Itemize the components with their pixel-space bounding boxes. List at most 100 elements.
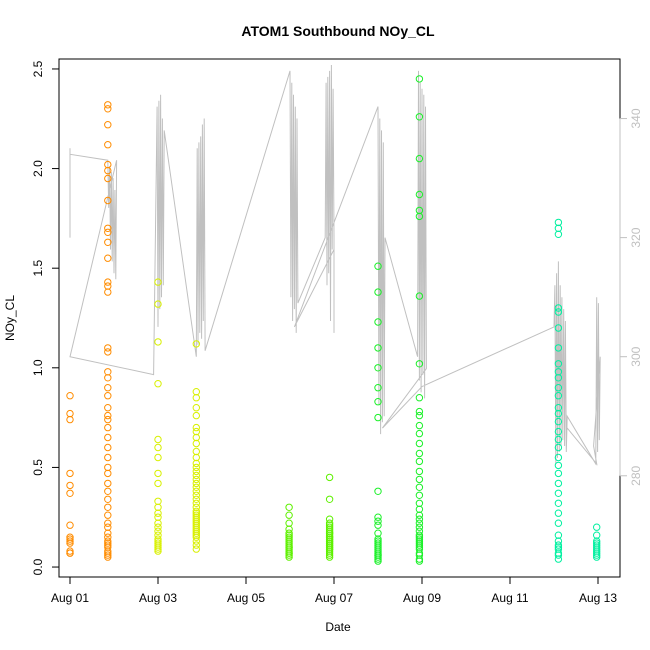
- data-point-s0: [104, 384, 112, 392]
- data-point-s1: [154, 509, 162, 517]
- data-point-s0: [104, 415, 112, 424]
- data-point-s1: [154, 513, 162, 521]
- data-point-s0: [104, 282, 112, 290]
- x-tick-label: Aug 11: [491, 591, 528, 605]
- data-point-s2: [325, 531, 334, 539]
- data-point-s1: [192, 531, 201, 539]
- data-point-s0: [104, 551, 112, 559]
- data-point-s2: [325, 549, 334, 557]
- data-point-s0: [104, 519, 112, 527]
- data-point-s0: [104, 404, 112, 412]
- data-point-s3: [374, 529, 382, 537]
- data-point-s1: [192, 423, 201, 432]
- data-point-s4: [554, 384, 563, 392]
- data-point-s2: [285, 549, 293, 557]
- x-tick-label: Aug 09: [403, 591, 441, 605]
- data-point-s0: [104, 166, 112, 175]
- data-point-s0: [66, 481, 74, 490]
- data-point-s0: [66, 539, 74, 547]
- data-point-s3: [415, 467, 424, 476]
- data-point-s3: [415, 541, 424, 549]
- data-point-s0: [104, 453, 112, 462]
- data-point-s0: [104, 278, 112, 286]
- data-point-s1: [192, 495, 201, 503]
- data-point-s3: [374, 557, 382, 565]
- data-point-s0: [66, 392, 74, 400]
- data-point-s0: [104, 141, 112, 149]
- y-tick-label: 1.5: [31, 260, 45, 277]
- data-point-s0: [104, 288, 112, 296]
- data-point-s4: [554, 324, 563, 332]
- data-point-s2: [285, 533, 293, 541]
- data-point-s3: [415, 475, 424, 484]
- data-point-s4: [554, 499, 563, 507]
- data-point-s1: [154, 543, 162, 551]
- data-point-s4: [554, 469, 563, 478]
- chart-title: ATOM1 Southbound NOy_CL: [241, 23, 435, 39]
- data-point-s1: [154, 523, 162, 531]
- secondary-series-line: [69, 64, 601, 466]
- right-tick-label: 320: [629, 227, 643, 247]
- data-point-s1: [154, 278, 162, 286]
- data-point-s0: [104, 196, 112, 205]
- data-point-s1: [154, 519, 162, 527]
- data-point-s4: [554, 435, 563, 444]
- data-point-s0: [104, 433, 112, 442]
- data-point-s4: [554, 427, 563, 436]
- data-point-s4: [554, 443, 563, 452]
- data-point-s0: [104, 374, 112, 382]
- data-point-s4: [554, 489, 563, 497]
- data-point-s3: [374, 553, 382, 561]
- data-point-s0: [104, 174, 112, 183]
- secondary-series-layer: [69, 64, 601, 466]
- data-point-s4: [554, 519, 563, 527]
- data-point-s4: [554, 360, 563, 368]
- data-point-s4: [554, 461, 563, 470]
- data-point-s1: [154, 435, 162, 444]
- data-point-s0: [104, 368, 112, 376]
- data-point-s3: [415, 190, 424, 199]
- data-point-s0: [104, 392, 112, 400]
- data-point-s4: [554, 479, 563, 488]
- right-tick-label: 280: [629, 465, 643, 485]
- data-point-s3: [415, 483, 424, 491]
- data-point-s0: [104, 423, 112, 432]
- data-point-s0: [104, 549, 112, 557]
- data-point-s4: [593, 523, 601, 531]
- data-point-s1: [192, 475, 201, 484]
- y-tick-label: 1.0: [31, 359, 45, 376]
- x-tick-label: Aug 13: [579, 591, 617, 605]
- data-point-s0: [104, 228, 112, 237]
- data-point-s0: [104, 533, 112, 541]
- data-point-s3: [374, 364, 382, 372]
- data-point-s4: [554, 509, 563, 517]
- data-point-s1: [192, 487, 201, 495]
- data-point-s1: [192, 411, 201, 420]
- y-tick-label: 0.5: [31, 459, 45, 476]
- y-axis: 0.0 0.5 1.0 1.5 2.0 2.5: [31, 60, 60, 575]
- data-point-s1: [192, 388, 201, 396]
- data-point-s1: [192, 537, 201, 545]
- data-point-s2: [325, 495, 334, 503]
- data-point-s0: [104, 487, 112, 495]
- data-point-s0: [104, 463, 112, 472]
- data-point-s1: [154, 443, 162, 452]
- data-point-s0: [104, 105, 112, 113]
- x-axis-label: Date: [325, 620, 351, 634]
- data-point-s1: [192, 479, 201, 488]
- data-point-s1: [154, 479, 162, 488]
- data-point-s1: [192, 394, 201, 402]
- x-tick-label: Aug 01: [51, 591, 89, 605]
- data-point-s1: [192, 471, 201, 480]
- data-point-s4: [554, 230, 563, 239]
- y-tick-label: 2.0: [31, 160, 45, 177]
- data-point-s3: [415, 407, 424, 416]
- x-tick-label: Aug 07: [315, 591, 353, 605]
- data-point-s1: [192, 463, 201, 472]
- right-tick-label: 340: [629, 108, 643, 128]
- data-point-s3: [415, 519, 424, 527]
- data-point-s1: [192, 491, 201, 499]
- data-point-s0: [104, 101, 112, 109]
- data-point-s1: [154, 453, 162, 462]
